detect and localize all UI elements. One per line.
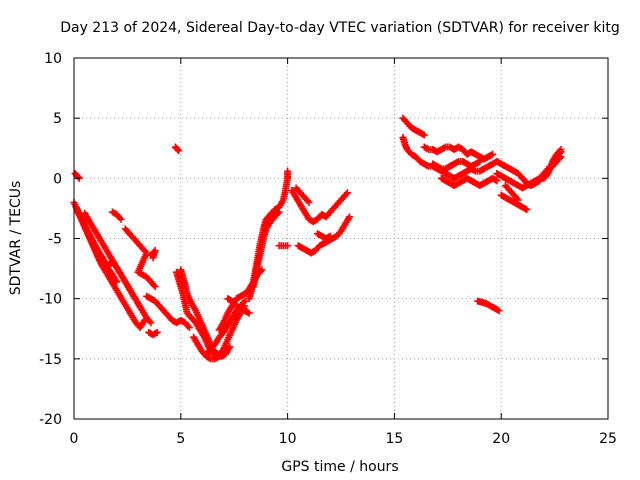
x-tick-label: 5 (176, 431, 185, 447)
series-arc-ab (429, 157, 484, 173)
x-tick-label: 25 (599, 431, 617, 447)
series-arc-f (121, 225, 159, 291)
data-markers (70, 114, 565, 363)
grid (74, 58, 608, 419)
data-point (474, 158, 482, 166)
data-point (113, 278, 121, 286)
data-point (244, 308, 252, 316)
data-point (152, 329, 160, 337)
data-point (147, 319, 155, 327)
data-point (117, 215, 125, 223)
series-arc-ai (474, 297, 503, 315)
data-point (245, 309, 253, 317)
data-point (284, 242, 292, 250)
data-point (275, 208, 283, 216)
data-point (489, 150, 497, 158)
series-arc-ac (437, 174, 501, 190)
data-point (495, 307, 503, 315)
series-arc-ag (501, 182, 522, 204)
series-arc-z (399, 133, 501, 182)
x-tick-label: 20 (492, 431, 510, 447)
x-tick-label: 10 (279, 431, 297, 447)
series-arc-u (292, 184, 313, 206)
y-tick-label: -10 (39, 292, 62, 308)
data-point (453, 158, 461, 166)
data-point (205, 354, 213, 362)
data-point (423, 145, 431, 153)
series-arc-af (497, 191, 531, 214)
data-point (436, 164, 444, 172)
data-point (523, 206, 531, 214)
x-tick-label: 15 (385, 431, 403, 447)
data-point (151, 283, 159, 291)
data-point (521, 205, 529, 213)
data-point (476, 157, 484, 165)
series-arc-g (143, 292, 193, 332)
y-tick-label: 5 (53, 111, 62, 127)
data-point (492, 176, 500, 184)
data-point (343, 189, 351, 197)
data-point (305, 198, 313, 206)
series-arc-v (314, 230, 334, 242)
y-tick-label: 10 (44, 51, 62, 67)
data-point (493, 177, 501, 185)
series-arc-y (399, 114, 428, 139)
chart-title: Day 213 of 2024, Sidereal Day-to-day VTE… (60, 20, 620, 36)
data-point (140, 316, 148, 324)
series-arc-aa (420, 143, 497, 163)
data-point (74, 173, 82, 181)
series-arc-c (81, 209, 144, 311)
data-point (514, 196, 522, 204)
data-point (326, 232, 334, 240)
data-point (487, 151, 495, 159)
data-point (557, 145, 565, 153)
data-point (241, 297, 249, 305)
y-tick-label: -5 (48, 232, 62, 248)
x-axis-label: GPS time / hours (281, 459, 398, 475)
data-point (284, 167, 292, 175)
series-arc-x (71, 170, 83, 182)
data-point (149, 254, 157, 262)
series-arc-e (108, 208, 125, 223)
data-point (153, 328, 161, 336)
series-arc-s (288, 186, 351, 226)
series-arc-d (74, 209, 121, 286)
series-arc-r (275, 242, 292, 250)
y-tick-label: 0 (53, 171, 62, 187)
data-point (494, 306, 502, 314)
data-point (185, 324, 193, 332)
data-point (174, 145, 182, 153)
data-point (420, 131, 428, 139)
data-point (346, 213, 354, 221)
series-arc-w (171, 143, 183, 155)
data-point (136, 303, 144, 311)
data-point (419, 130, 427, 138)
data-point (258, 266, 266, 274)
data-point (175, 147, 183, 155)
y-tick-label: -20 (39, 412, 62, 428)
data-point (423, 161, 431, 169)
data-point (440, 144, 448, 152)
series-arc-i (147, 247, 159, 262)
data-point (325, 233, 333, 241)
x-tick-label: 0 (70, 431, 79, 447)
series-arc-q (249, 208, 283, 291)
axis-ticks: 0 5 10 15 20 25 -20 -15 -10 -5 0 5 10 (39, 51, 617, 447)
series-arc-ah (540, 145, 565, 182)
series-arc-h (145, 328, 161, 339)
y-tick-label: -15 (39, 352, 62, 368)
y-axis-label: SDTVAR / TECUs (8, 181, 24, 296)
